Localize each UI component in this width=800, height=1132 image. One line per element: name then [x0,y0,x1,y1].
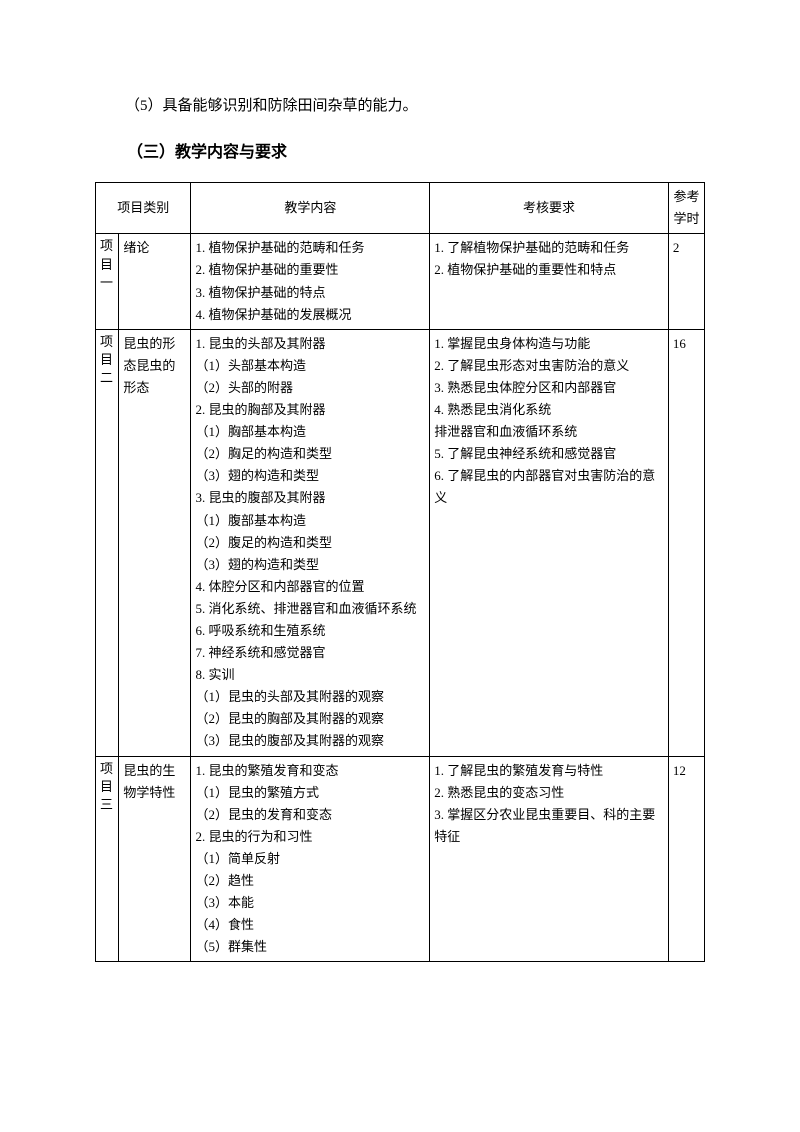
cell-sub: 昆虫的生物学特性 [119,756,191,962]
cell-teach: 1. 昆虫的繁殖发育和变态（1）昆虫的繁殖方式（2）昆虫的发育和变态2. 昆虫的… [191,756,430,962]
header-evaluation: 考核要求 [430,183,669,234]
section-heading: （三）教学内容与要求 [95,135,705,170]
cell-eval: 1. 了解植物保护基础的范畴和任务2. 植物保护基础的重要性和特点 [430,234,669,329]
header-hours: 参考学时 [668,183,704,234]
cell-teach: 1. 植物保护基础的范畴和任务2. 植物保护基础的重要性3. 植物保护基础的特点… [191,234,430,329]
intro-paragraph: （5）具备能够识别和防除田间杂草的能力。 [95,90,705,123]
cell-proj: 项目一 [96,234,119,329]
header-teaching: 教学内容 [191,183,430,234]
cell-hours: 16 [668,329,704,756]
table-header-row: 项目类别 教学内容 考核要求 参考学时 [96,183,705,234]
cell-eval: 1. 掌握昆虫身体构造与功能2. 了解昆虫形态对虫害防治的意义3. 熟悉昆虫体腔… [430,329,669,756]
cell-hours: 2 [668,234,704,329]
table-row: 项目一 绪论 1. 植物保护基础的范畴和任务2. 植物保护基础的重要性3. 植物… [96,234,705,329]
table-row: 项目二 昆虫的形态昆虫的形态 1. 昆虫的头部及其附器（1）头部基本构造（2）头… [96,329,705,756]
cell-sub: 昆虫的形态昆虫的形态 [119,329,191,756]
cell-hours: 12 [668,756,704,962]
cell-teach: 1. 昆虫的头部及其附器（1）头部基本构造（2）头部的附器2. 昆虫的胸部及其附… [191,329,430,756]
syllabus-table: 项目类别 教学内容 考核要求 参考学时 项目一 绪论 1. 植物保护基础的范畴和… [95,182,705,962]
table-row: 项目三 昆虫的生物学特性 1. 昆虫的繁殖发育和变态（1）昆虫的繁殖方式（2）昆… [96,756,705,962]
page-container: （5）具备能够识别和防除田间杂草的能力。 （三）教学内容与要求 项目类别 教学内… [0,0,800,1132]
table-body: 项目一 绪论 1. 植物保护基础的范畴和任务2. 植物保护基础的重要性3. 植物… [96,234,705,962]
header-category: 项目类别 [96,183,191,234]
cell-proj: 项目二 [96,329,119,756]
cell-eval: 1. 了解昆虫的繁殖发育与特性2. 熟悉昆虫的变态习性3. 掌握区分农业昆虫重要… [430,756,669,962]
cell-sub: 绪论 [119,234,191,329]
cell-proj: 项目三 [96,756,119,962]
